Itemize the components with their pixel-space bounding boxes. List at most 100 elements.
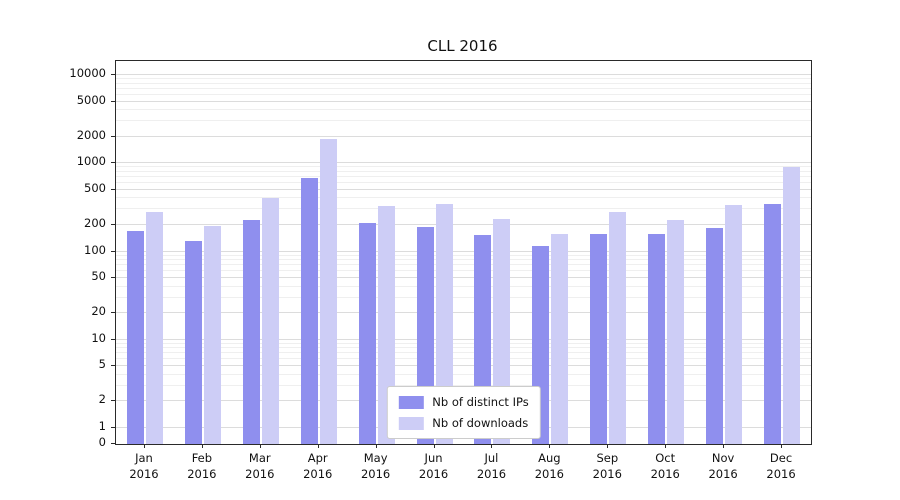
x-tick-mark (781, 444, 783, 448)
y-tick-label: 1000 (76, 154, 106, 169)
bar-downloads-mar (261, 198, 279, 444)
x-tick-label-year: 2016 (418, 467, 449, 482)
y-tick-label: 5 (98, 357, 106, 372)
x-tick-mark (433, 444, 435, 448)
x-tick-label: Apr 2016 (288, 450, 348, 482)
y-tick-mark (111, 312, 115, 314)
legend-label-distinct-ips: Nb of distinct IPs (432, 395, 529, 409)
x-tick-label-month: Feb (191, 451, 213, 465)
y-tick-label: 0 (98, 435, 106, 449)
x-tick-mark (723, 444, 725, 448)
minor-gridline (116, 259, 811, 261)
y-tick-label: 2000 (76, 127, 106, 142)
minor-gridline (116, 181, 811, 183)
y-tick-label: 2 (98, 392, 106, 407)
minor-gridline (116, 87, 811, 89)
x-tick-label: Mar 2016 (230, 450, 290, 482)
x-tick-label: Jul 2016 (461, 450, 521, 482)
minor-gridline (116, 358, 811, 360)
minor-gridline (116, 264, 811, 266)
bar-downloads-nov (725, 204, 743, 444)
bar-downloads-aug (551, 233, 569, 444)
y-tick-label: 5000 (76, 92, 106, 107)
y-tick-mark (111, 74, 115, 75)
minor-gridline (116, 78, 811, 80)
major-gridline (116, 188, 811, 190)
x-tick-label: Jun 2016 (404, 450, 464, 482)
x-tick-label-year: 2016 (708, 467, 738, 482)
major-gridline (116, 100, 811, 102)
y-tick-label: 50 (91, 269, 106, 284)
y-tick-mark (111, 162, 115, 164)
x-tick-mark (375, 444, 377, 448)
plot-area: Nb of distinct IPs Nb of downloads (115, 60, 812, 445)
x-tick-label: Oct 2016 (635, 450, 695, 482)
y-tick-mark (111, 427, 115, 428)
major-gridline (116, 250, 811, 252)
bar-downloads-jan (145, 212, 163, 444)
x-tick-label-month: Jun (424, 451, 443, 465)
minor-gridline (116, 285, 811, 287)
bar-downloads-may (377, 205, 395, 444)
chart-title: CLL 2016 (427, 37, 498, 55)
legend-label-downloads: Nb of downloads (432, 416, 529, 430)
y-tick-mark (111, 188, 115, 190)
x-tick-label-month: Mar (248, 451, 271, 465)
y-tick-label: 20 (91, 304, 106, 319)
minor-gridline (116, 82, 811, 84)
major-gridline (116, 365, 811, 367)
minor-gridline (116, 120, 811, 122)
y-tick-mark (111, 365, 115, 367)
x-tick-label: Sep 2016 (577, 450, 637, 482)
x-tick-label-year: 2016 (592, 467, 622, 482)
x-tick-mark (259, 444, 261, 448)
x-tick-label: Nov 2016 (693, 450, 753, 482)
y-tick-label: 1 (98, 419, 106, 433)
x-tick-mark (317, 444, 319, 448)
x-tick-label-month: Oct (655, 451, 676, 465)
y-tick-mark (111, 277, 115, 279)
x-tick-label-year: 2016 (245, 467, 275, 482)
major-gridline (116, 74, 811, 75)
major-gridline (116, 162, 811, 164)
legend-swatch-distinct-ips (398, 395, 424, 409)
y-tick-mark (111, 338, 115, 340)
legend-swatch-downloads (398, 416, 424, 430)
major-gridline (116, 277, 811, 279)
minor-gridline (116, 170, 811, 172)
legend-item-distinct-ips: Nb of distinct IPs (398, 395, 529, 409)
minor-gridline (116, 296, 811, 298)
y-tick-mark (111, 223, 115, 225)
y-tick-label: 200 (84, 215, 106, 230)
bar-distinct-ips-dec (764, 203, 782, 444)
x-tick-label-month: Aug (538, 451, 561, 465)
x-tick-mark (143, 444, 145, 448)
x-tick-label-month: Nov (711, 451, 735, 465)
bar-distinct-ips-mar (242, 219, 260, 444)
major-gridline (116, 338, 811, 340)
x-tick-mark (201, 444, 203, 448)
x-tick-label: Jan 2016 (114, 450, 174, 482)
x-tick-label: Aug 2016 (519, 450, 579, 482)
bar-distinct-ips-oct (648, 233, 666, 444)
x-tick-label-year: 2016 (187, 467, 217, 482)
x-tick-label-year: 2016 (303, 467, 333, 482)
x-tick-label: Feb 2016 (172, 450, 232, 482)
legend: Nb of distinct IPs Nb of downloads (386, 386, 541, 439)
minor-gridline (116, 166, 811, 168)
x-tick-label-year: 2016 (476, 467, 507, 482)
minor-gridline (116, 347, 811, 349)
x-tick-label-year: 2016 (129, 467, 159, 482)
x-tick-mark (665, 444, 667, 448)
y-tick-mark (111, 100, 115, 102)
x-tick-label-month: Jul (484, 451, 499, 465)
minor-gridline (116, 384, 811, 386)
x-tick-label-month: Apr (307, 451, 328, 465)
minor-gridline (116, 342, 811, 344)
x-tick-mark (607, 444, 609, 448)
minor-gridline (116, 93, 811, 95)
bar-distinct-ips-may (358, 223, 376, 444)
minor-gridline (116, 352, 811, 354)
y-tick-label: 10000 (69, 66, 106, 80)
bar-distinct-ips-jan (126, 231, 144, 444)
